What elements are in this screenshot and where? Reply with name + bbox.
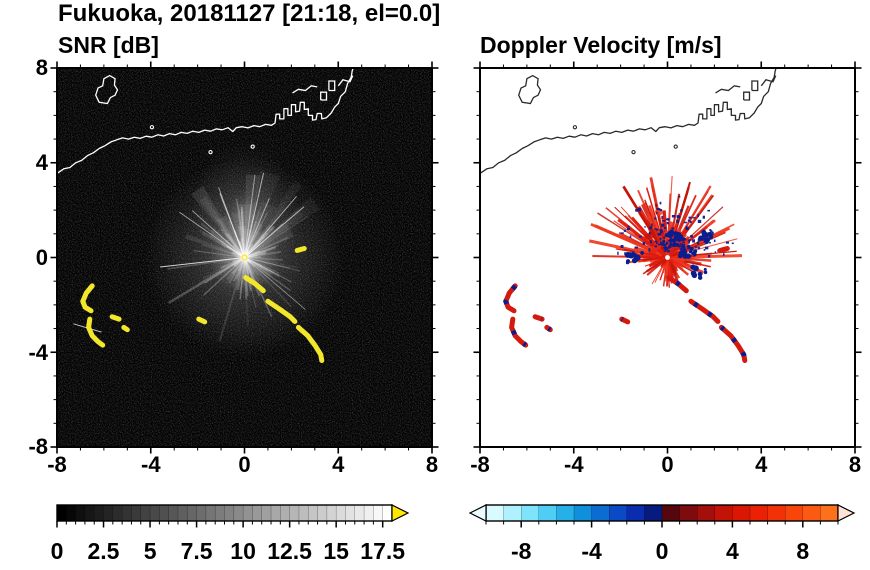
- velocity-colorbar-label: -4: [581, 538, 602, 564]
- snr-colorbar-label: 7.5: [180, 538, 213, 564]
- x-tick-label: -8: [470, 452, 490, 477]
- velocity-colorbar-label: -8: [510, 538, 532, 564]
- snr-colorbar-label: 15: [323, 538, 349, 564]
- velocity-colorbar-label: 0: [655, 538, 669, 564]
- snr-colorbar-label: 12.5: [267, 538, 312, 564]
- axes-frames: [50, 61, 862, 454]
- snr-panel-image: [57, 68, 432, 447]
- velocity-panel-image: [480, 68, 855, 447]
- velocity-colorbar: [468, 504, 856, 528]
- snr-colorbar-label: 0: [50, 538, 64, 564]
- x-tick-label: 8: [425, 452, 439, 477]
- x-tick-label: 4: [332, 452, 345, 477]
- y-tick-label: 0: [35, 245, 48, 270]
- x-tick-label: -4: [141, 452, 161, 477]
- x-tick-label: 8: [848, 452, 862, 477]
- velocity-panel-title: Doppler Velocity [m/s]: [480, 32, 722, 58]
- snr-colorbar-label: 10: [230, 538, 256, 564]
- x-tick-label: 4: [755, 452, 768, 477]
- x-tick-label: 0: [661, 452, 674, 477]
- y-tick-label: 4: [35, 150, 48, 175]
- y-tick-label: -8: [28, 434, 48, 459]
- y-tick-label: 8: [35, 55, 48, 80]
- snr-colorbar-label: 17.5: [360, 538, 406, 564]
- y-tick-label: -4: [28, 340, 48, 365]
- snr-panel-title: SNR [dB]: [58, 32, 159, 58]
- snr-colorbar-label: 5: [143, 538, 157, 564]
- x-tick-label: 0: [238, 452, 251, 477]
- figure-title: Fukuoka, 20181127 [21:18, el=0.0]: [58, 0, 441, 27]
- x-tick-label: -4: [564, 452, 584, 477]
- snr-colorbar: [56, 504, 410, 528]
- x-tick-label: -8: [47, 452, 67, 477]
- velocity-colorbar-label: 8: [796, 538, 810, 564]
- velocity-colorbar-label: 4: [725, 538, 739, 564]
- snr-colorbar-label: 2.5: [87, 538, 120, 564]
